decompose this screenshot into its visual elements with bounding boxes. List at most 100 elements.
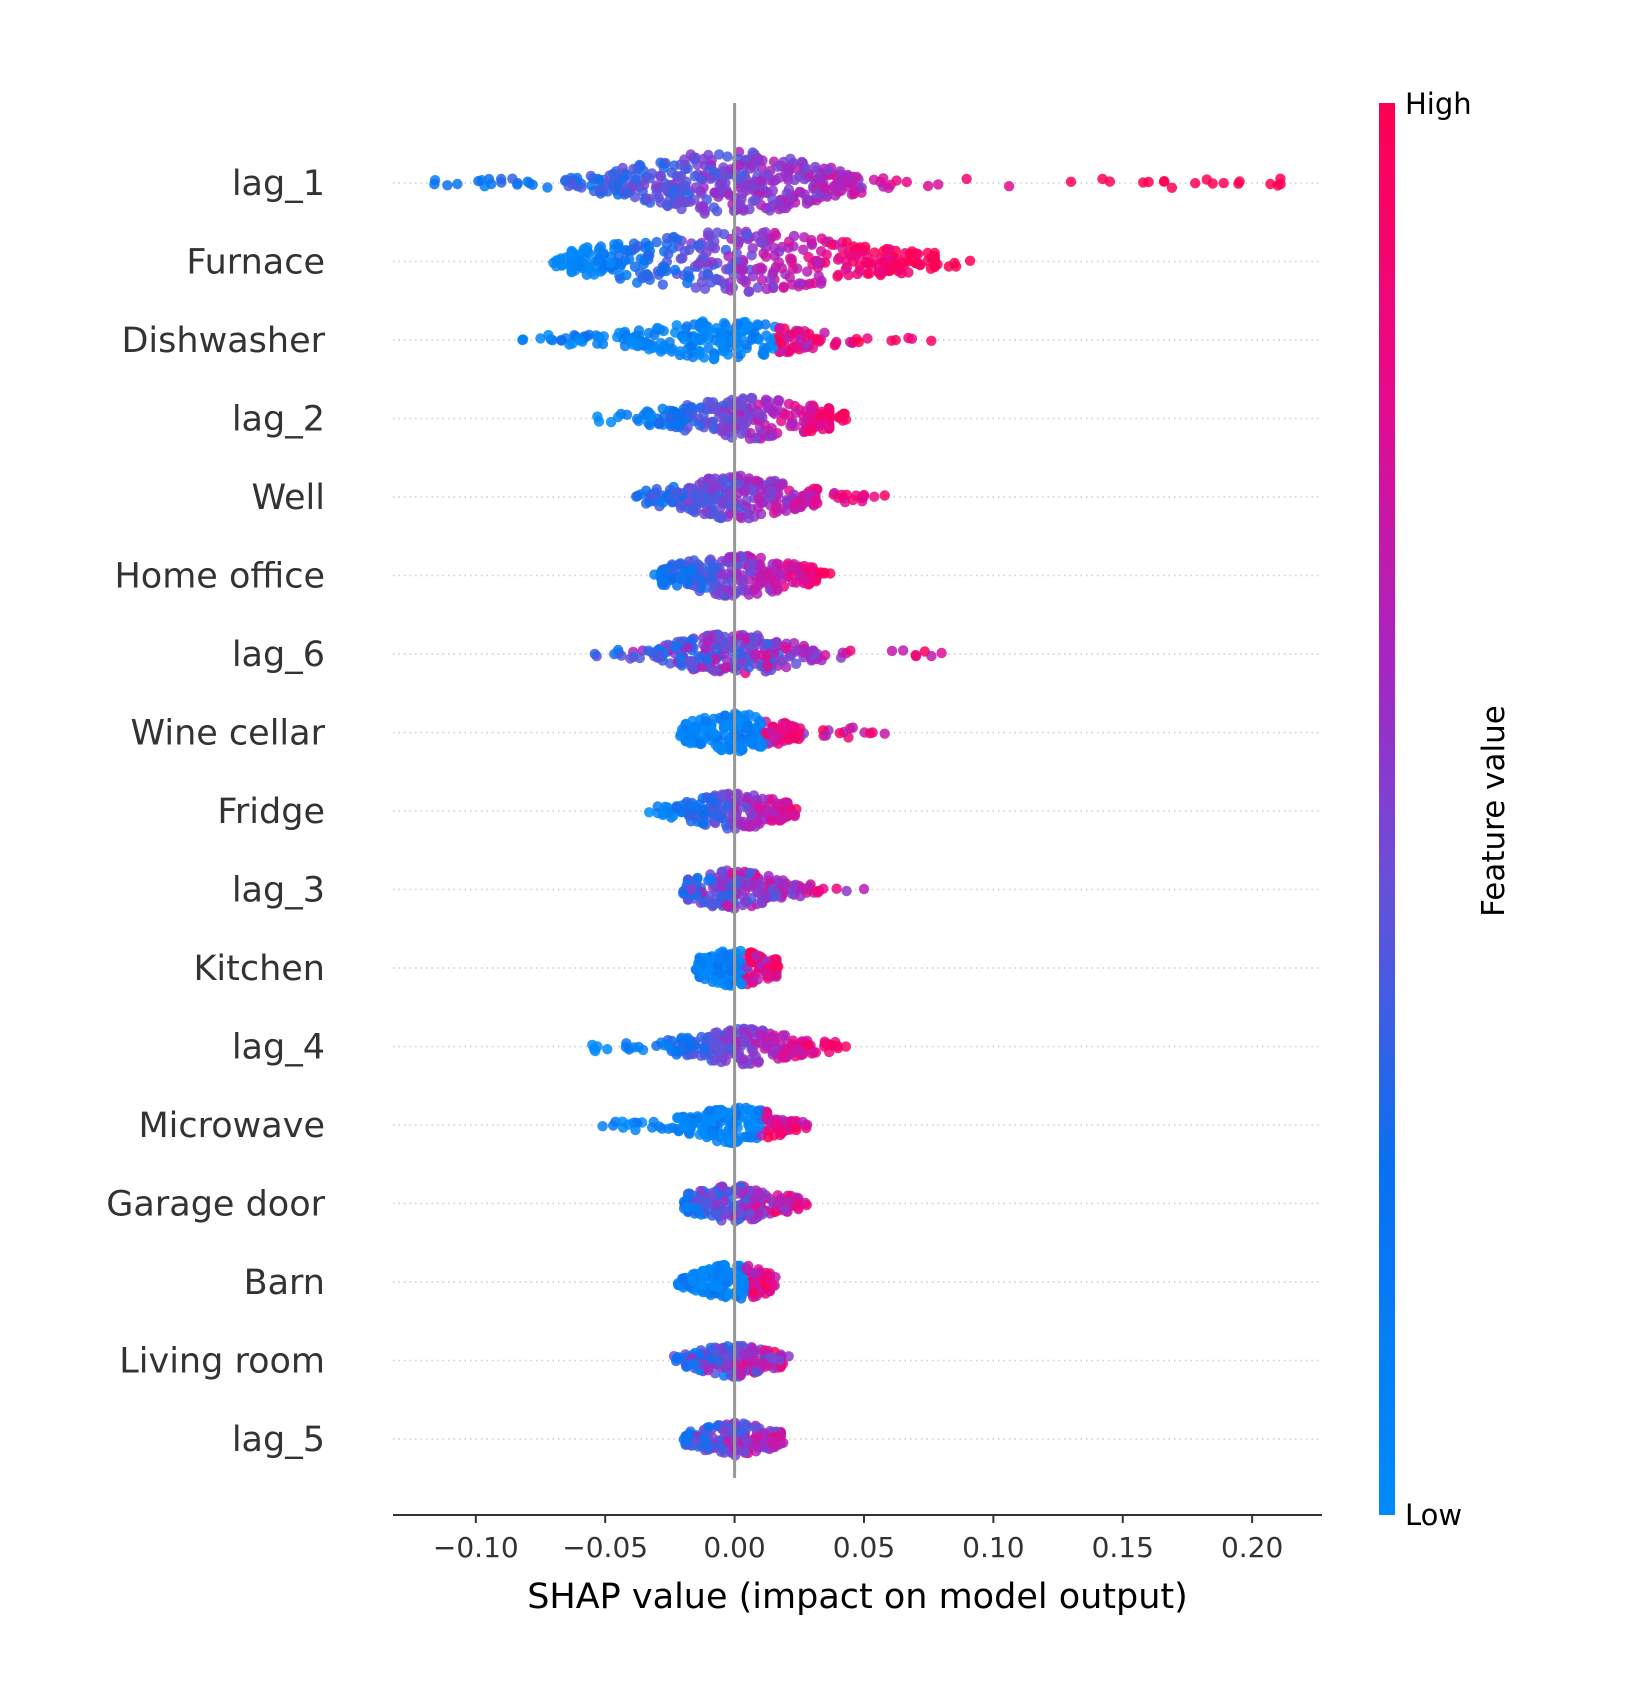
- shap-point: [744, 286, 755, 297]
- shap-point: [761, 283, 772, 295]
- shap-point: [851, 171, 862, 183]
- shap-point: [570, 251, 581, 262]
- shap-point: [698, 818, 709, 829]
- shap-point: [742, 1105, 754, 1116]
- shap-point: [717, 1443, 728, 1454]
- shap-point: [707, 1130, 719, 1141]
- shap-point: [723, 1289, 734, 1300]
- shap-point: [734, 511, 745, 522]
- shap-point: [815, 567, 826, 578]
- shap-point: [708, 1280, 719, 1291]
- shap-point: [666, 167, 677, 178]
- shap-point: [609, 239, 620, 250]
- shap-point: [769, 1033, 780, 1044]
- shap-point: [853, 336, 864, 348]
- shap-point: [738, 1349, 750, 1360]
- shap-point: [749, 649, 760, 661]
- shap-point: [765, 1435, 777, 1446]
- feature-points-well: [631, 470, 890, 524]
- shap-point: [805, 400, 816, 411]
- shap-point: [556, 253, 567, 264]
- colorbar-title: Feature value: [1476, 705, 1512, 917]
- shap-point: [719, 1195, 730, 1207]
- shap-point: [588, 173, 599, 184]
- shap-point: [651, 1040, 662, 1052]
- shap-point: [833, 180, 844, 191]
- shap-point: [751, 475, 762, 486]
- shap-point: [926, 335, 937, 346]
- shap-point: [847, 722, 858, 733]
- shap-point: [723, 251, 734, 262]
- shap-point: [685, 884, 697, 895]
- shap-point: [841, 489, 852, 500]
- shap-point: [802, 488, 813, 499]
- shap-point: [748, 632, 760, 644]
- shap-point: [675, 346, 686, 357]
- shap-point: [748, 790, 760, 801]
- shap-point: [831, 883, 842, 894]
- shap-point: [777, 478, 788, 489]
- shap-point: [841, 237, 853, 248]
- shap-point: [890, 334, 901, 346]
- shap-point: [675, 159, 686, 170]
- shap-point: [663, 1123, 674, 1135]
- shap-point: [773, 723, 785, 735]
- shap-point: [781, 1044, 793, 1056]
- shap-point: [712, 742, 723, 753]
- shap-point: [644, 250, 655, 261]
- shap-point: [802, 883, 813, 894]
- shap-point: [750, 879, 761, 890]
- shap-point: [634, 652, 645, 664]
- shap-point: [832, 1043, 844, 1054]
- shap-point: [814, 336, 825, 347]
- shap-point: [752, 887, 763, 898]
- shap-point: [763, 1132, 774, 1143]
- x-tick-label: 0.00: [703, 1531, 765, 1564]
- shap-point: [616, 650, 627, 661]
- shap-point: [722, 1341, 733, 1352]
- beeswarm-points: [429, 146, 1286, 1461]
- shap-point: [823, 164, 834, 176]
- shap-point: [656, 266, 667, 277]
- shap-point: [762, 1110, 773, 1121]
- shap-point: [858, 883, 870, 895]
- shap-point: [672, 1046, 683, 1057]
- shap-point: [757, 237, 768, 249]
- shap-point: [933, 179, 944, 190]
- feature-label: Barn: [244, 1263, 325, 1303]
- feature-label: Living room: [119, 1342, 325, 1382]
- shap-point: [724, 264, 735, 275]
- shap-point: [772, 161, 783, 172]
- shap-point: [1275, 178, 1286, 190]
- shap-point: [711, 323, 722, 334]
- shap-point: [681, 321, 693, 332]
- feature-label: Furnace: [186, 243, 325, 283]
- shap-point: [660, 801, 671, 812]
- shap-point: [709, 166, 720, 178]
- shap-point: [690, 182, 701, 193]
- shap-point: [813, 173, 824, 184]
- shap-point: [780, 505, 792, 516]
- shap-point: [912, 248, 924, 260]
- shap-point: [734, 630, 745, 641]
- shap-point: [849, 185, 860, 197]
- shap-point: [746, 1132, 757, 1143]
- shap-point: [671, 320, 682, 331]
- shap-point: [696, 576, 707, 587]
- shap-point: [815, 411, 826, 422]
- shap-point: [898, 645, 909, 656]
- shap-point: [833, 269, 844, 280]
- shap-point: [841, 181, 852, 192]
- shap-point: [748, 1118, 759, 1130]
- shap-point: [655, 346, 666, 357]
- shap-point: [722, 801, 733, 813]
- feature-points-dishwasher: [517, 316, 937, 365]
- shap-point: [762, 169, 773, 180]
- feature-label: lag_5: [232, 1420, 325, 1460]
- shap-point: [738, 891, 749, 903]
- shap-point: [702, 1197, 713, 1208]
- shap-point: [709, 728, 720, 739]
- shap-point: [763, 870, 774, 882]
- shap-point: [691, 1436, 702, 1447]
